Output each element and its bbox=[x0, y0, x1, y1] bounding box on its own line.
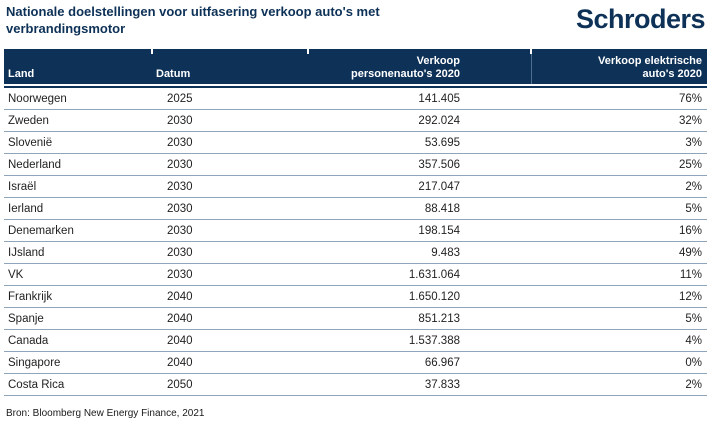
table-row: Frankrijk 2040 1.650.120 12% bbox=[4, 286, 707, 308]
table-row: VK 2030 1.631.064 11% bbox=[4, 264, 707, 286]
table-row: Costa Rica 2050 37.833 2% bbox=[4, 374, 707, 396]
header-separator-tick bbox=[151, 49, 153, 54]
cell-verkoop-personenautos: 9.483 bbox=[431, 246, 460, 259]
cell-datum: 2030 bbox=[167, 268, 193, 281]
cell-datum: 2040 bbox=[167, 356, 193, 369]
targets-table: Land Datum Verkoop personenauto's 2020 V… bbox=[4, 49, 707, 396]
table-row: IJsland 2030 9.483 49% bbox=[4, 242, 707, 264]
cell-datum: 2030 bbox=[167, 224, 193, 237]
cell-datum: 2030 bbox=[167, 114, 193, 127]
cell-land: Israël bbox=[8, 180, 37, 193]
cell-verkoop-elektrische: 32% bbox=[678, 114, 702, 127]
cell-verkoop-elektrische: 5% bbox=[685, 202, 702, 215]
cell-datum: 2030 bbox=[167, 180, 193, 193]
schroders-logo: Schroders bbox=[575, 4, 706, 34]
cell-land: Slovenië bbox=[8, 136, 53, 149]
cell-datum: 2025 bbox=[167, 92, 193, 105]
header-separator-tick bbox=[307, 49, 309, 54]
cell-datum: 2030 bbox=[167, 158, 193, 171]
cell-verkoop-elektrische: 2% bbox=[685, 378, 702, 391]
table-row: Noorwegen 2025 141.405 76% bbox=[4, 88, 707, 110]
cell-land: Canada bbox=[8, 334, 49, 347]
table-row: Denemarken 2030 198.154 16% bbox=[4, 220, 707, 242]
cell-datum: 2030 bbox=[167, 202, 193, 215]
cell-land: Costa Rica bbox=[8, 378, 65, 391]
cell-verkoop-personenautos: 357.506 bbox=[418, 158, 460, 171]
source-attribution: Bron: Bloomberg New Energy Finance, 2021 bbox=[6, 408, 205, 419]
table-row: Slovenië 2030 53.695 3% bbox=[4, 132, 707, 154]
cell-verkoop-personenautos: 1.537.388 bbox=[408, 334, 460, 347]
cell-verkoop-elektrische: 11% bbox=[679, 268, 702, 281]
cell-verkoop-personenautos: 1.650.120 bbox=[408, 290, 460, 303]
cell-verkoop-elektrische: 5% bbox=[685, 312, 702, 325]
cell-datum: 2050 bbox=[167, 378, 193, 391]
cell-verkoop-elektrische: 2% bbox=[685, 180, 702, 193]
table-row: Spanje 2040 851.213 5% bbox=[4, 308, 707, 330]
cell-verkoop-personenautos: 217.047 bbox=[418, 180, 460, 193]
cell-land: Singapore bbox=[8, 356, 61, 369]
cell-verkoop-personenautos: 37.833 bbox=[424, 378, 460, 391]
cell-verkoop-elektrische: 76% bbox=[678, 92, 702, 105]
cell-land: Noorwegen bbox=[8, 92, 67, 105]
header-land: Land bbox=[8, 67, 35, 80]
cell-verkoop-personenautos: 1.631.064 bbox=[408, 268, 460, 281]
cell-land: Denemarken bbox=[8, 224, 74, 237]
cell-verkoop-elektrische: 16% bbox=[678, 224, 702, 237]
header-verkoop-elektrische: Verkoop elektrische auto's 2020 bbox=[531, 49, 707, 84]
table-row: Nederland 2030 357.506 25% bbox=[4, 154, 707, 176]
cell-verkoop-personenautos: 66.967 bbox=[424, 356, 460, 369]
cell-datum: 2040 bbox=[167, 334, 193, 347]
cell-verkoop-personenautos: 851.213 bbox=[418, 312, 460, 325]
cell-land: Frankrijk bbox=[8, 290, 53, 303]
table-header-row: Land Datum Verkoop personenauto's 2020 V… bbox=[4, 49, 707, 84]
cell-verkoop-elektrische: 49% bbox=[678, 246, 702, 259]
cell-land: Ierland bbox=[8, 202, 44, 215]
cell-verkoop-personenautos: 292.024 bbox=[418, 114, 460, 127]
cell-land: Spanje bbox=[8, 312, 44, 325]
header-verkoop-personenautos: Verkoop personenauto's 2020 bbox=[351, 55, 460, 80]
cell-datum: 2030 bbox=[167, 246, 193, 259]
cell-verkoop-personenautos: 141.405 bbox=[418, 92, 460, 105]
cell-land: Zweden bbox=[8, 114, 49, 127]
table-row: Zweden 2030 292.024 32% bbox=[4, 110, 707, 132]
cell-verkoop-elektrische: 12% bbox=[678, 290, 702, 303]
cell-datum: 2030 bbox=[167, 136, 193, 149]
cell-verkoop-personenautos: 198.154 bbox=[418, 224, 460, 237]
table-row: Ierland 2030 88.418 5% bbox=[4, 198, 707, 220]
header-datum: Datum bbox=[156, 67, 191, 80]
cell-land: Nederland bbox=[8, 158, 62, 171]
cell-datum: 2040 bbox=[167, 312, 193, 325]
table-row: Canada 2040 1.537.388 4% bbox=[4, 330, 707, 352]
cell-verkoop-elektrische: 4% bbox=[685, 334, 702, 347]
table-body: Noorwegen 2025 141.405 76% Zweden 2030 2… bbox=[4, 88, 707, 396]
table-row: Singapore 2040 66.967 0% bbox=[4, 352, 707, 374]
cell-verkoop-elektrische: 25% bbox=[678, 158, 702, 171]
cell-land: IJsland bbox=[8, 246, 45, 259]
cell-verkoop-personenautos: 88.418 bbox=[424, 202, 460, 215]
page-title: Nationale doelstellingen voor uitfaserin… bbox=[6, 4, 380, 36]
cell-datum: 2040 bbox=[167, 290, 193, 303]
cell-verkoop-elektrische: 3% bbox=[685, 136, 702, 149]
cell-land: VK bbox=[8, 268, 24, 281]
header-underline bbox=[4, 86, 707, 88]
cell-verkoop-elektrische: 0% bbox=[685, 356, 702, 369]
header-separator-tick bbox=[530, 49, 532, 54]
cell-verkoop-personenautos: 53.695 bbox=[424, 136, 460, 149]
table-row: Israël 2030 217.047 2% bbox=[4, 176, 707, 198]
